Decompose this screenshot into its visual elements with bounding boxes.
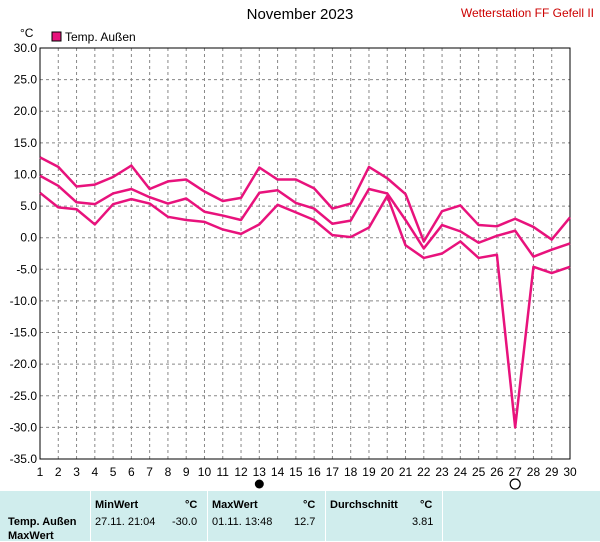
y-tick-label: 20.0: [14, 104, 38, 118]
x-tick-label: 6: [128, 465, 135, 479]
y-tick-label: 30.0: [14, 41, 38, 55]
y-tick-label: -15.0: [10, 326, 38, 340]
min-time: 27.11. 21:04: [95, 516, 156, 528]
x-tick-label: 1: [37, 465, 44, 479]
x-tick-label: 19: [362, 465, 376, 479]
table-divider: [442, 491, 443, 541]
temperature-chart: 30.0 25.0 20.0 15.0 10.0 5.0 0.0 -5.0 -10.0 -15.0…: [10, 26, 577, 490]
x-tick-label: 28: [527, 465, 541, 479]
header-avg: Durchschnitt: [330, 499, 398, 511]
x-tick-label: 2: [55, 465, 62, 479]
x-tick-label: 27: [508, 465, 522, 479]
x-tick-label: 3: [73, 465, 80, 479]
next-row-label: MaxWert: [8, 530, 54, 542]
x-tick-label: 23: [435, 465, 449, 479]
header-min: MinWert: [95, 499, 139, 511]
min-value: -30.0: [172, 516, 198, 528]
x-tick-label: 22: [417, 465, 431, 479]
series-line: [39, 156, 571, 243]
unit-max: °C: [303, 499, 316, 511]
x-tick-label: 24: [454, 465, 468, 479]
x-tick-labels: 1 2 3 4 5 6 7 8 9 10 11 12 13 14 15 16 17 18 19 20 21 22 23 24 2…: [37, 465, 577, 479]
y-tick-label: -5.0: [16, 262, 37, 276]
x-tick-label: 15: [289, 465, 303, 479]
x-tick-label: 4: [91, 465, 98, 479]
y-tick-label: 10.0: [14, 167, 38, 181]
x-tick-label: 25: [472, 465, 486, 479]
series-line: [39, 174, 571, 258]
max-value: 12.7: [294, 516, 316, 528]
x-tick-label: 18: [344, 465, 358, 479]
series-line: [39, 191, 571, 429]
x-tick-label: 12: [234, 465, 248, 479]
x-tick-label: 10: [198, 465, 212, 479]
y-tick-label: -20.0: [10, 357, 38, 371]
y-tick-label: -10.0: [10, 294, 38, 308]
y-unit-label: °C: [20, 26, 34, 40]
new-moon-marker: [509, 478, 521, 490]
x-tick-label: 11: [217, 465, 230, 479]
y-tick-labels: 30.0 25.0 20.0 15.0 10.0 5.0 0.0 -5.0 -10.0 -15.0…: [10, 41, 38, 466]
unit-avg: °C: [420, 499, 433, 511]
table-divider: [325, 491, 326, 541]
chart-title: November 2023: [246, 6, 354, 23]
full-moon-marker: [254, 479, 264, 489]
stats-table: MinWert °C MaxWert °C Durchschnitt °C Te…: [0, 491, 600, 542]
station-name: Wetterstation FF Gefell II: [460, 6, 594, 20]
chart-grid: [39, 47, 571, 460]
x-tick-label: 21: [399, 465, 413, 479]
y-tick-label: -35.0: [10, 452, 38, 466]
x-tick-label: 17: [326, 465, 340, 479]
max-time: 01.11. 13:48: [212, 516, 273, 528]
x-tick-label: 13: [253, 465, 267, 479]
row-label: Temp. Außen: [8, 516, 77, 528]
x-tick-label: 30: [563, 465, 577, 479]
legend-label: Temp. Außen: [65, 30, 136, 44]
x-tick-label: 26: [490, 465, 504, 479]
table-divider: [207, 491, 208, 541]
y-tick-label: -25.0: [10, 389, 38, 403]
moon-markers: [254, 478, 521, 490]
x-tick-label: 20: [381, 465, 395, 479]
y-tick-label: 15.0: [14, 136, 38, 150]
x-tick-label: 5: [110, 465, 117, 479]
y-tick-label: 5.0: [20, 199, 37, 213]
avg-value: 3.81: [412, 516, 434, 528]
x-tick-label: 9: [183, 465, 190, 479]
x-tick-label: 8: [165, 465, 172, 479]
unit-min: °C: [185, 499, 198, 511]
x-tick-label: 16: [307, 465, 321, 479]
y-tick-label: -30.0: [10, 420, 38, 434]
y-tick-label: 25.0: [14, 73, 38, 87]
legend-swatch: [51, 31, 62, 42]
header-max: MaxWert: [212, 499, 258, 511]
plot-frame: [39, 47, 571, 460]
table-divider: [90, 491, 91, 541]
y-tick-label: 0.0: [20, 231, 37, 245]
x-tick-label: 14: [271, 465, 285, 479]
x-tick-label: 29: [545, 465, 559, 479]
series-lines: [39, 156, 571, 429]
x-tick-label: 7: [146, 465, 153, 479]
